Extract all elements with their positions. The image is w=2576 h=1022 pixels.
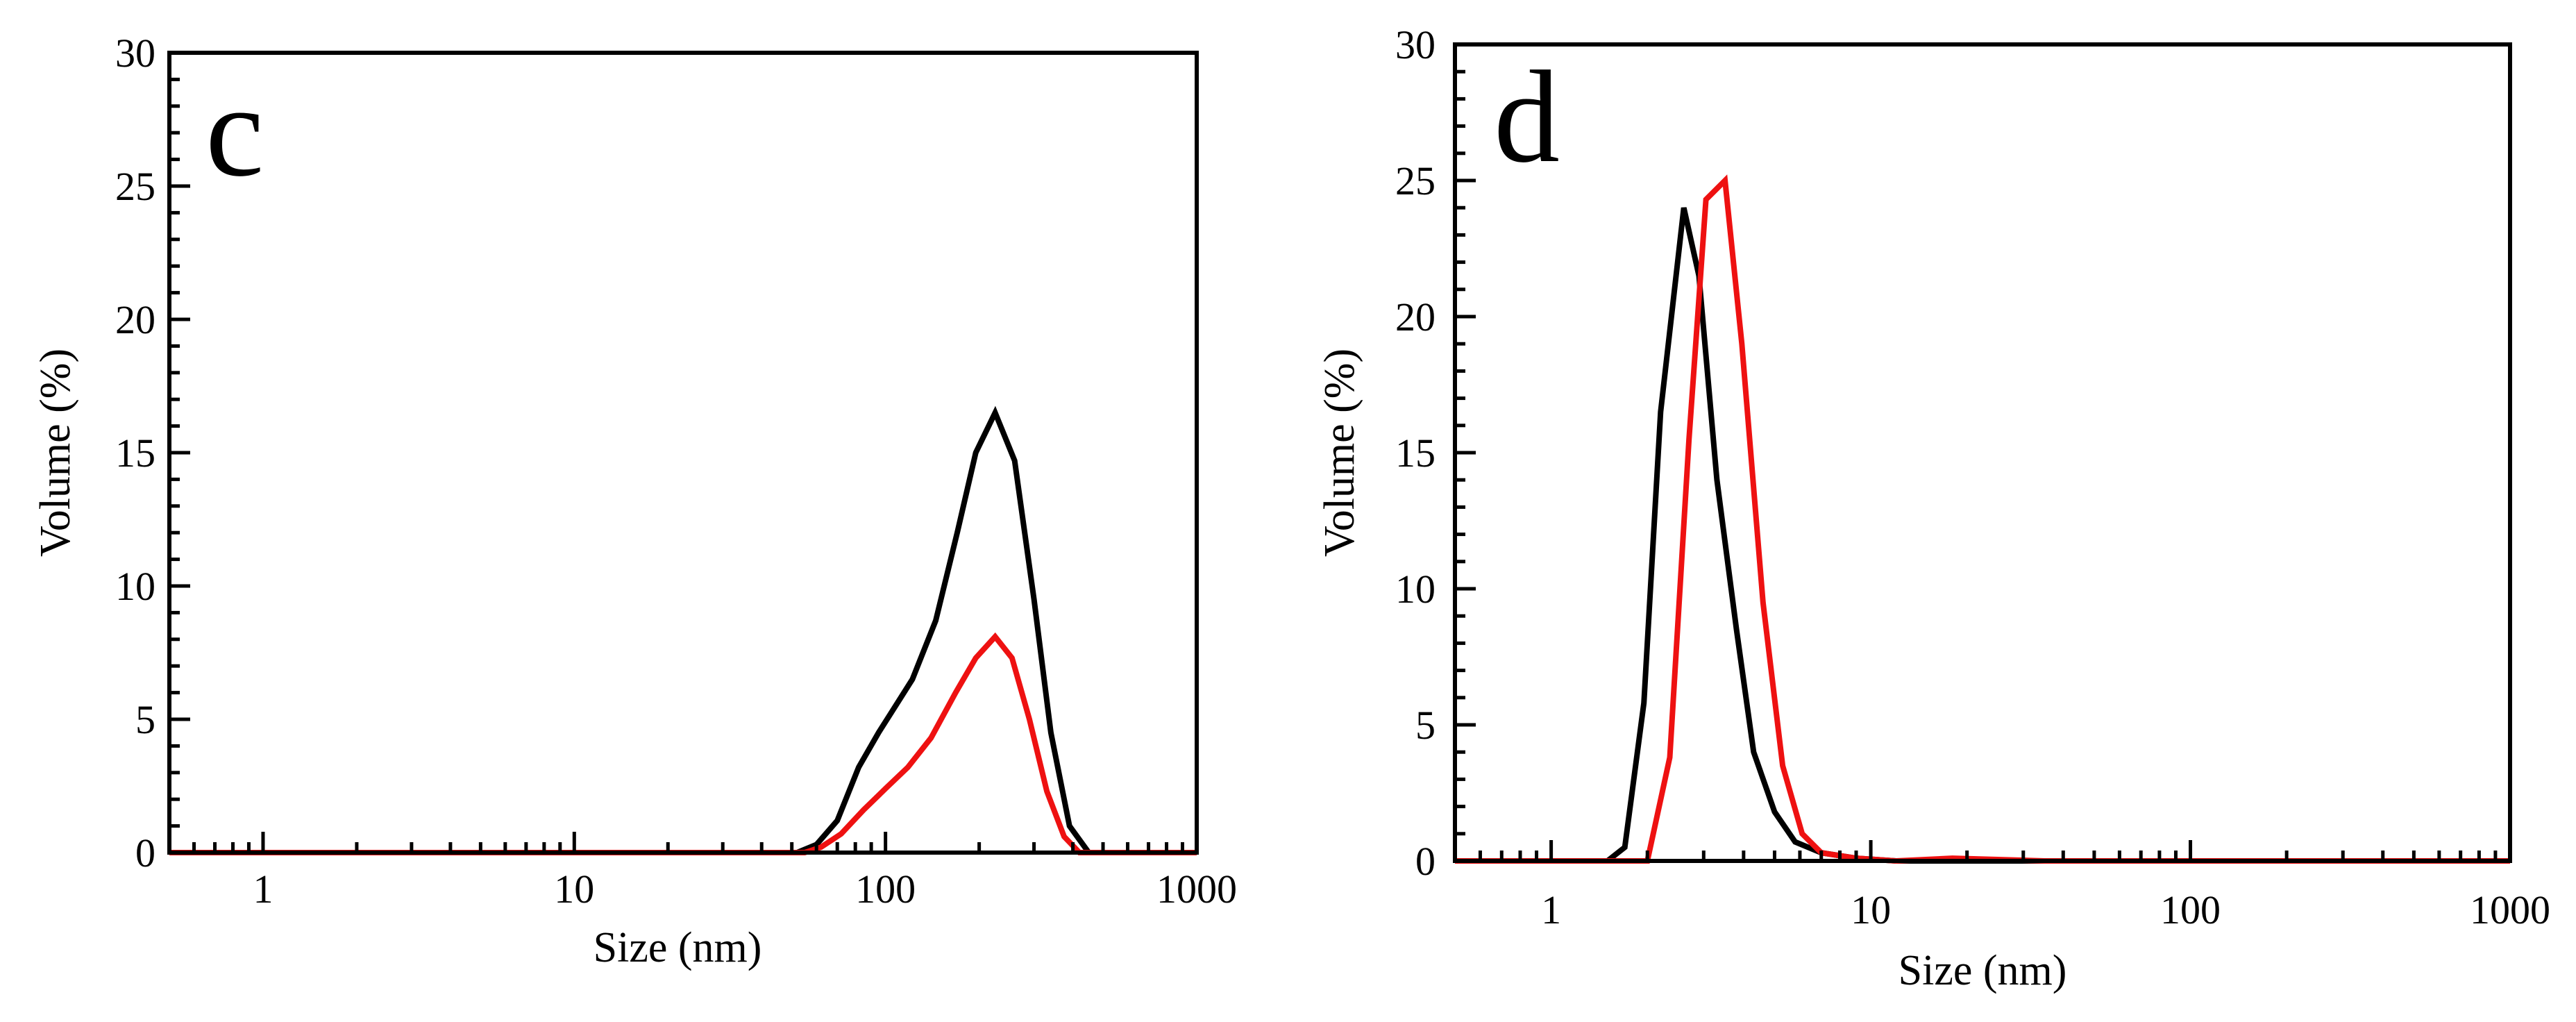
panel-label: c bbox=[205, 58, 264, 204]
y-tick-label: 15 bbox=[115, 430, 155, 476]
y-tick-label: 20 bbox=[115, 297, 155, 342]
y-tick-label: 10 bbox=[115, 564, 155, 609]
y-axis-title: Volume (%) bbox=[32, 349, 79, 557]
y-tick-label: 25 bbox=[1395, 158, 1436, 203]
y-tick-label: 5 bbox=[135, 697, 155, 742]
series-line-red bbox=[1455, 174, 2510, 864]
x-axis-title: Size (nm) bbox=[1899, 947, 2067, 994]
y-tick-label: 30 bbox=[1395, 22, 1436, 67]
y-tick-label: 0 bbox=[135, 830, 155, 876]
y-tick-label: 20 bbox=[1395, 294, 1436, 340]
chart-panel-c: 0 5 10 15 20 25 30 1 10 100 1000 c Size (nm) Volum… bbox=[32, 31, 1237, 971]
x-tick-label: 1000 bbox=[1156, 866, 1237, 912]
y-tick-label: 15 bbox=[1395, 430, 1436, 476]
series-line-black bbox=[169, 405, 1197, 855]
x-tick-label: 100 bbox=[2160, 887, 2221, 932]
x-axis-title: Size (nm) bbox=[594, 924, 762, 971]
y-tick-label: 5 bbox=[1415, 703, 1436, 748]
y-tick-label: 0 bbox=[1415, 839, 1436, 884]
x-tick-label: 1 bbox=[1541, 887, 1561, 932]
y-tick-label: 10 bbox=[1395, 567, 1436, 612]
panel-label: d bbox=[1494, 44, 1560, 190]
plot-frame bbox=[1453, 42, 2512, 863]
chart-panel-d: 0 5 10 15 20 25 30 1 10 100 1000 d Size (nm) Volum… bbox=[1316, 22, 2550, 994]
y-tick-label: 30 bbox=[115, 31, 155, 76]
plot-frame bbox=[167, 51, 1199, 855]
x-tick-label: 1000 bbox=[2470, 887, 2550, 932]
series-line-red bbox=[169, 632, 1197, 855]
x-tick-label: 10 bbox=[554, 866, 594, 912]
series-line-black bbox=[1455, 207, 2510, 864]
x-tick-label: 10 bbox=[1851, 887, 1891, 932]
x-tick-label: 1 bbox=[253, 866, 273, 912]
x-tick-label: 100 bbox=[855, 866, 916, 912]
y-tick-label: 25 bbox=[115, 164, 155, 209]
y-axis-title: Volume (%) bbox=[1316, 349, 1363, 557]
